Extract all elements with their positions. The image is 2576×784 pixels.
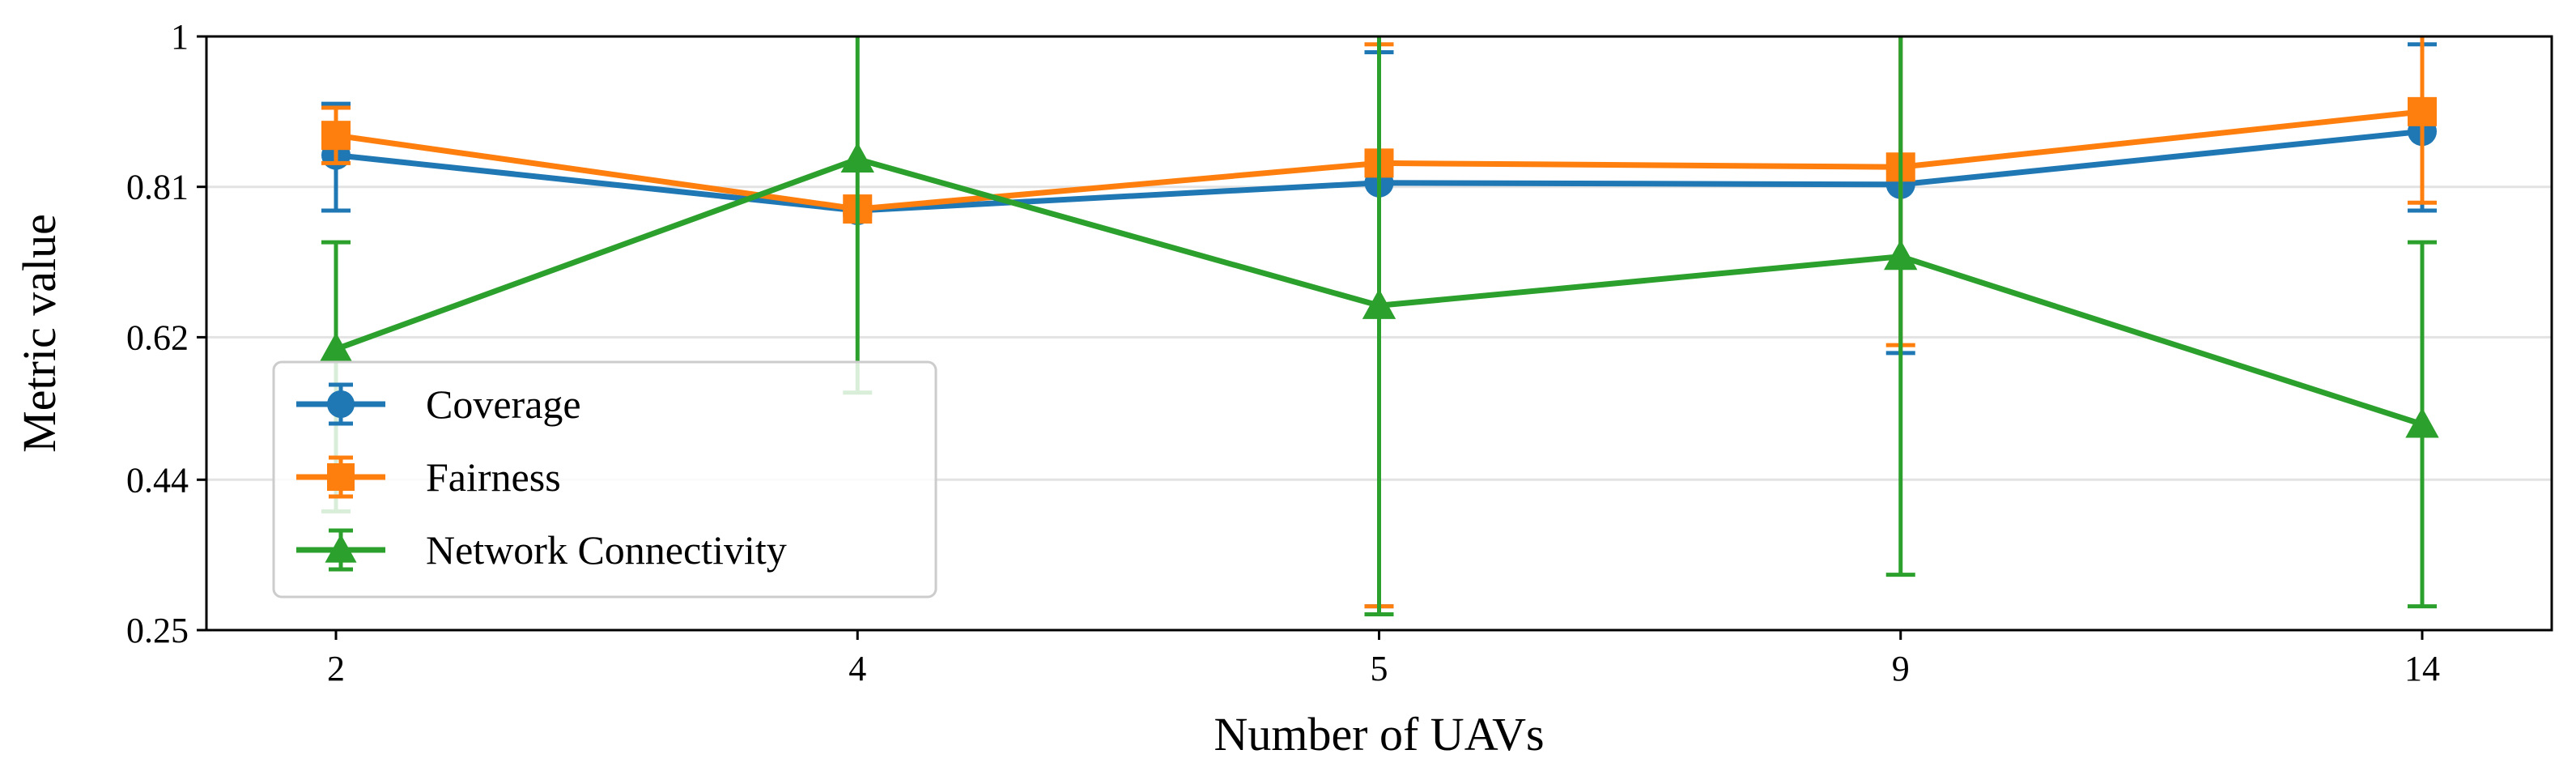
- y-tick-label: 1: [171, 17, 189, 57]
- legend-box: [272, 360, 937, 599]
- plot-frame: [205, 35, 2553, 632]
- y-tick-label: 0.25: [126, 611, 189, 650]
- network-connectivity-point: [319, 332, 353, 363]
- x-axis-label: Number of UAVs: [1214, 708, 1544, 761]
- legend: Coverage Fairness Network Connectivity: [272, 360, 937, 599]
- x-tick-label: 14: [2404, 649, 2440, 688]
- y-axis-label: Metric value: [13, 214, 66, 453]
- x-tick-label: 2: [327, 649, 345, 688]
- y-tick-label: 0.81: [126, 168, 189, 207]
- legend-marker: [327, 390, 355, 418]
- x-tick-label: 5: [1371, 649, 1388, 688]
- legend-item-fairness: Fairness: [296, 454, 561, 500]
- plot-series: [319, 36, 2439, 616]
- y-tick-label: 0.62: [126, 317, 189, 357]
- network-connectivity-point: [1362, 288, 1396, 319]
- network-connectivity-point: [1884, 239, 1918, 271]
- legend-marker: [325, 534, 357, 563]
- network-connectivity-point: [840, 142, 874, 173]
- legend-label: Coverage: [426, 381, 581, 427]
- legend-marker: [327, 463, 355, 491]
- x-tick-label: 9: [1892, 649, 1910, 688]
- legend-label: Fairness: [426, 454, 561, 500]
- legend-item-network-connectivity: Network Connectivity: [296, 527, 787, 573]
- network-connectivity-point: [2405, 407, 2439, 438]
- legend-label: Network Connectivity: [426, 527, 787, 573]
- x-tick-label: 4: [848, 649, 866, 688]
- fairness-point: [2408, 96, 2437, 126]
- y-axis: 0.25 0.44 0.62 0.81 1: [126, 17, 206, 650]
- x-axis: 2 4 5 9 14: [327, 630, 2440, 688]
- legend-item-coverage: Coverage: [296, 381, 581, 427]
- fairness-point: [321, 121, 351, 151]
- y-tick-label: 0.44: [126, 460, 189, 500]
